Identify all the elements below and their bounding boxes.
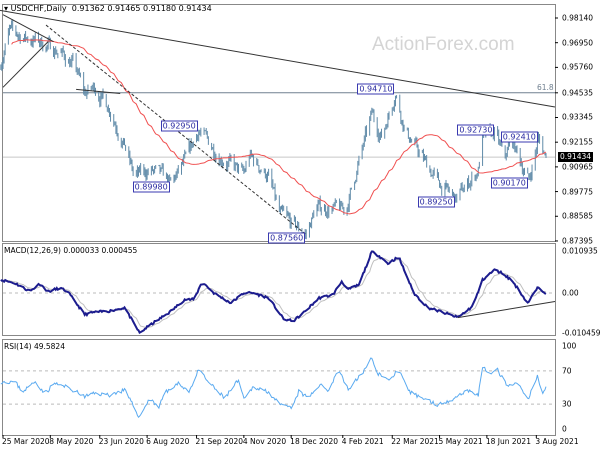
time-axis-label: 5 May 2021 (438, 437, 483, 446)
macd-trendline (457, 300, 556, 319)
trendline (2, 41, 49, 88)
time-axis-label: 22 Mar 2021 (391, 437, 439, 446)
rsi-panel (2, 339, 556, 436)
watermark: ActionForex.com (372, 34, 515, 55)
price-axis-label: 0.92155 (562, 137, 594, 147)
macd-axis-label: 0.010935 (562, 246, 598, 256)
rsi-axis-label: 100 (562, 341, 577, 351)
rsi-axis-label: 70 (562, 366, 572, 376)
price-axis-label: 0.94535 (562, 88, 594, 98)
time-axis-label: 6 Aug 2020 (146, 437, 190, 446)
price-label: 0.92950 (160, 120, 198, 132)
time-axis-label: 3 Aug 2021 (535, 437, 579, 446)
time-axis-label: 21 Sep 2020 (195, 437, 244, 446)
price-label: 0.89250 (417, 196, 455, 208)
rsi-line (0, 357, 547, 419)
rsi-title: RSI(14) 49.5824 (4, 342, 65, 351)
price-axis-label: 0.96950 (562, 38, 594, 48)
price-axis-label: 0.93345 (562, 112, 594, 122)
time-axis-label: 18 Dec 2020 (290, 437, 339, 446)
rsi-axis-label: 0 (562, 424, 567, 434)
price-axis-label: 0.89775 (562, 187, 594, 197)
price-label: 0.89980 (132, 181, 170, 193)
time-axis-label: 25 Mar 2020 (2, 437, 50, 446)
price-label: 0.90170 (490, 177, 528, 189)
price-axis-label: 0.87395 (562, 236, 594, 246)
price-axis-label: 0.95760 (562, 62, 594, 72)
time-axis-label: 4 Feb 2021 (341, 437, 384, 446)
trendline (76, 88, 121, 95)
price-label: 0.92410 (500, 131, 538, 143)
time-axis-label: 4 Nov 2020 (242, 437, 287, 446)
current-price-badge: 0.91434 (558, 152, 594, 163)
macd-axis-label: 0.00 (562, 288, 579, 298)
macd-line (0, 250, 547, 334)
rsi-axis-label: 30 (562, 399, 572, 409)
time-axis-label: 8 May 2020 (49, 437, 94, 446)
time-axis-label: 23 Jun 2020 (98, 437, 144, 446)
triangle-down-icon[interactable]: ▾ (4, 4, 9, 13)
macd-panel (2, 243, 556, 336)
chart-header: ▾ USDCHF,Daily 0.91362 0.91465 0.91180 0… (4, 4, 212, 13)
moving-average-line (11, 39, 547, 215)
price-label: 0.92730 (457, 124, 495, 136)
price-label: 0.94710 (357, 83, 395, 95)
price-axis-label: 0.88585 (562, 211, 594, 221)
price-axis-label: 0.90965 (562, 162, 594, 172)
macd-title: MACD(12,26,9) 0.000033 0.000455 (4, 246, 138, 255)
trendline (0, 9, 556, 108)
macd-signal-line (0, 257, 547, 328)
symbol-label: USDCHF,Daily (10, 4, 67, 13)
time-axis-label: 18 Jun 2021 (485, 437, 531, 446)
price-label: 0.87560 (268, 232, 306, 244)
fib-level-label: 61.8 (537, 82, 554, 92)
price-axis-label: 0.98140 (562, 13, 594, 23)
trendline (2, 14, 54, 43)
macd-axis-label: -0.010459 (562, 328, 600, 338)
ohlc-values: 0.91362 0.91465 0.91180 0.91434 (71, 4, 212, 13)
